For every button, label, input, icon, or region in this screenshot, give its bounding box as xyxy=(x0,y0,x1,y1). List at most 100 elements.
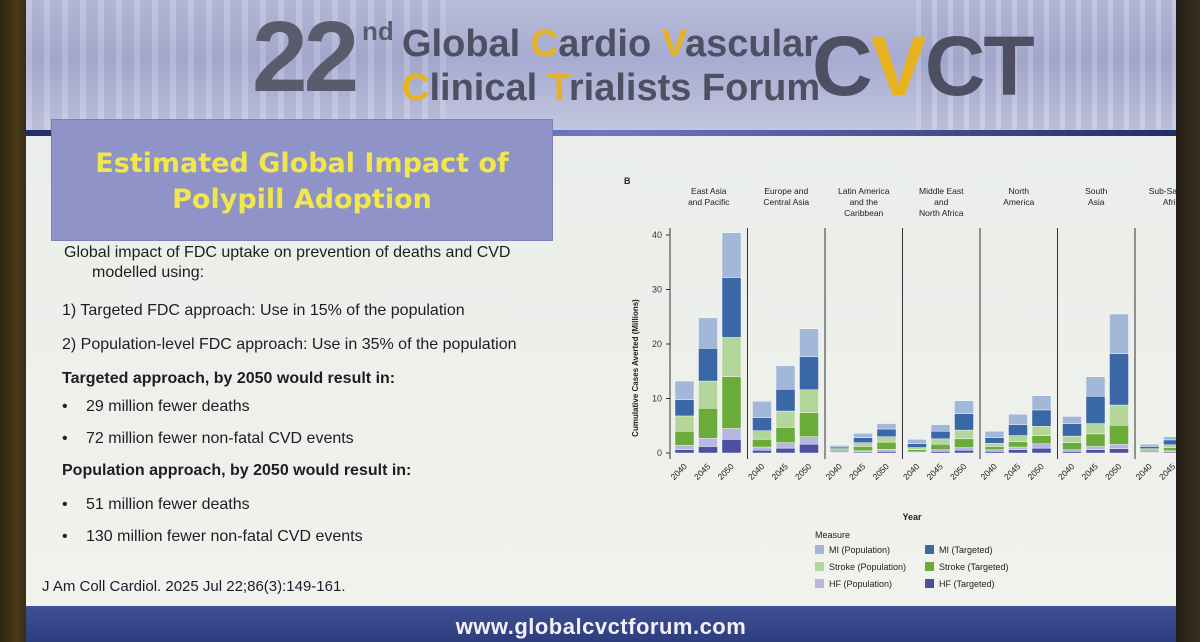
y-tick-label: 20 xyxy=(652,339,662,349)
bar-segment xyxy=(1139,446,1160,449)
bar-segment xyxy=(1139,448,1160,451)
bar-segment xyxy=(1062,451,1082,454)
x-tick-label: 2040 xyxy=(901,461,922,482)
conference-banner: 22 nd Global Cardio Vascular Clinical Tr… xyxy=(26,0,1176,130)
region-label: Europe and xyxy=(764,186,808,196)
region-label: North xyxy=(1008,186,1029,196)
y-tick-label: 30 xyxy=(652,285,662,295)
slide-title-line2: Polypill Adoption xyxy=(172,184,432,215)
bar-segment xyxy=(876,436,897,443)
intro-line1: Global impact of FDC uptake on preventio… xyxy=(64,244,511,261)
x-tick-label: 2050 xyxy=(870,461,891,482)
region-label: North Africa xyxy=(919,208,964,218)
x-tick-label: 2050 xyxy=(793,461,814,482)
legend-swatch xyxy=(925,545,934,554)
bar-segment xyxy=(698,348,718,382)
slide-title-line1: Estimated Global Impact of xyxy=(95,148,509,179)
bar-segment xyxy=(698,380,718,409)
approach-1: 1) Targeted FDC approach: Use in 15% of … xyxy=(62,302,465,319)
bar-segment xyxy=(930,431,951,440)
bar-segment xyxy=(1008,414,1028,425)
bar-segment xyxy=(1031,409,1052,427)
bar-segment xyxy=(1163,447,1176,452)
bar-segment xyxy=(1062,423,1082,437)
bar-segment xyxy=(698,438,718,447)
y-axis-label: Cumulative Cases Averted (Millions) xyxy=(631,299,640,437)
bar-segment xyxy=(984,449,1005,452)
bar-segment xyxy=(799,356,819,390)
bar-segment xyxy=(775,447,796,454)
region-label: Latin America xyxy=(838,186,890,196)
bar-segment xyxy=(1008,449,1028,454)
population-heading: Population approach, by 2050 would resul… xyxy=(62,462,412,479)
targeted-item-1: • 29 million fewer deaths xyxy=(62,398,250,415)
chart-panel-label: B xyxy=(624,176,631,186)
bar-segment xyxy=(799,444,819,454)
bar-segment xyxy=(930,449,951,452)
x-tick-label: 2050 xyxy=(1025,461,1046,482)
slide-content: Estimated Global Impact of Polypill Adop… xyxy=(26,120,1176,606)
region-label: America xyxy=(1003,197,1034,207)
footer-url[interactable]: www.globalcvctforum.com xyxy=(455,614,747,639)
citation: J Am Coll Cardiol. 2025 Jul 22;86(3):149… xyxy=(42,578,346,595)
bar-segment xyxy=(876,423,897,430)
bar-segment xyxy=(698,317,718,349)
bar-segment xyxy=(1139,444,1160,447)
bar-segment xyxy=(752,401,772,418)
legend-swatch xyxy=(925,562,934,571)
bar-segment xyxy=(954,429,974,440)
bar-segment xyxy=(1062,442,1082,450)
bar-segment xyxy=(984,451,1005,454)
targeted-item-2: • 72 million fewer non-fatal CVD events xyxy=(62,430,354,447)
bar-segment xyxy=(721,277,742,338)
legend-title: Measure xyxy=(815,530,850,540)
bar-segment xyxy=(698,408,718,439)
x-tick-label: 2045 xyxy=(1002,461,1023,482)
bar-segment xyxy=(1031,395,1052,411)
slide-title-box: Estimated Global Impact of Polypill Adop… xyxy=(52,120,552,240)
x-tick-label: 2040 xyxy=(1056,461,1077,482)
x-tick-label: 2040 xyxy=(978,461,999,482)
region-label: Sub-Saharan xyxy=(1149,186,1176,196)
x-tick-label: 2050 xyxy=(1103,461,1124,482)
legend-swatch xyxy=(815,545,824,554)
bar-segment xyxy=(954,438,974,448)
bar-segment xyxy=(1085,376,1106,397)
bar-segment xyxy=(1062,449,1082,452)
population-item-1: • 51 million fewer deaths xyxy=(62,496,250,513)
x-tick-label: 2050 xyxy=(715,461,736,482)
bar-segment xyxy=(876,451,897,454)
bar-segment xyxy=(752,430,772,440)
bar-segment xyxy=(1163,444,1176,448)
bar-segment xyxy=(1139,450,1160,453)
bar-segment xyxy=(721,337,742,377)
bar-segment xyxy=(721,232,742,278)
bar-segment xyxy=(1109,313,1129,355)
bar-segment xyxy=(698,446,718,454)
conference-title-line1: Global Cardio Vascular xyxy=(402,23,819,65)
region-label: and xyxy=(934,197,948,207)
bar-segment xyxy=(829,448,850,451)
x-tick-label: 2045 xyxy=(692,461,713,482)
region-label: and Pacific xyxy=(688,197,730,207)
bar-segment xyxy=(1109,444,1129,449)
region-label: East Asia xyxy=(691,186,727,196)
x-tick-label: 2050 xyxy=(948,461,969,482)
legend-label: HF (Population) xyxy=(829,579,892,589)
x-tick-label: 2040 xyxy=(823,461,844,482)
bar-segment xyxy=(674,415,695,432)
bar-segment xyxy=(1085,446,1106,450)
y-tick-label: 0 xyxy=(657,448,662,458)
bar-segment xyxy=(721,428,742,440)
presentation-slide: 22 nd Global Cardio Vascular Clinical Tr… xyxy=(26,0,1176,642)
bar-segment xyxy=(799,389,819,413)
bar-segment xyxy=(876,448,897,452)
bar-segment xyxy=(1109,404,1129,426)
legend-label: Stroke (Targeted) xyxy=(939,562,1009,572)
bar-segment xyxy=(799,412,819,437)
legend-swatch xyxy=(815,562,824,571)
bar-segment xyxy=(1085,396,1106,424)
x-axis-label: Year xyxy=(902,512,922,522)
building-backdrop-right xyxy=(916,0,1176,130)
bar-segment xyxy=(775,410,796,428)
